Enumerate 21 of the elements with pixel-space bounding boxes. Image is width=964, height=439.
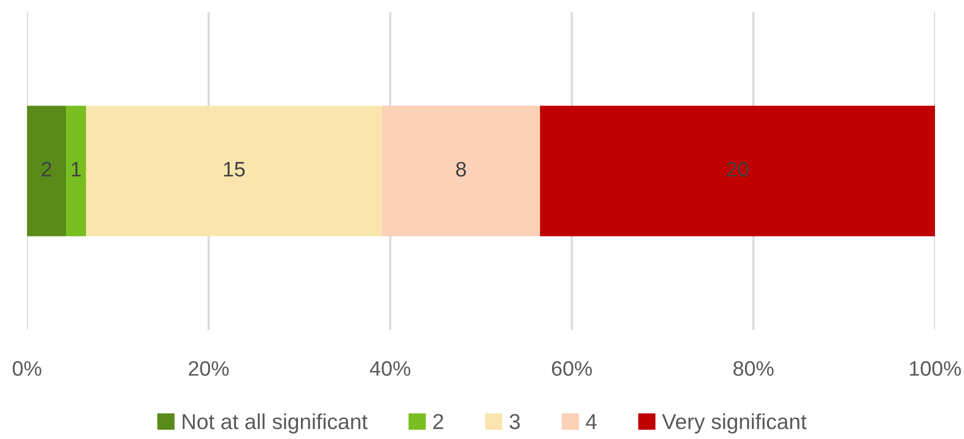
bar: [27, 106, 66, 236]
annotation: 8: [456, 162, 466, 177]
x-tick-label: 60%: [552, 361, 592, 376]
bar: [86, 106, 382, 236]
legend-label: Not at all significant: [182, 413, 368, 434]
x-tick-label: 20%: [188, 361, 229, 376]
x-tick-label: 40%: [370, 361, 410, 376]
annotation: 20: [726, 162, 748, 177]
legend-label: 2: [433, 414, 444, 430]
x-tick-label: 0%: [12, 361, 42, 376]
bar: [382, 106, 540, 236]
legend-label: 4: [586, 414, 597, 430]
legend-label: 3: [510, 414, 520, 430]
x-tick-label: 80%: [733, 361, 774, 376]
annotation: 15: [224, 162, 245, 177]
x-tick-label: 100%: [910, 361, 961, 376]
bar: [540, 106, 935, 236]
legend-label: Very significant: [662, 413, 807, 434]
bar: [66, 106, 86, 236]
annotation: 2: [42, 162, 52, 176]
annotation: 1: [72, 162, 81, 176]
